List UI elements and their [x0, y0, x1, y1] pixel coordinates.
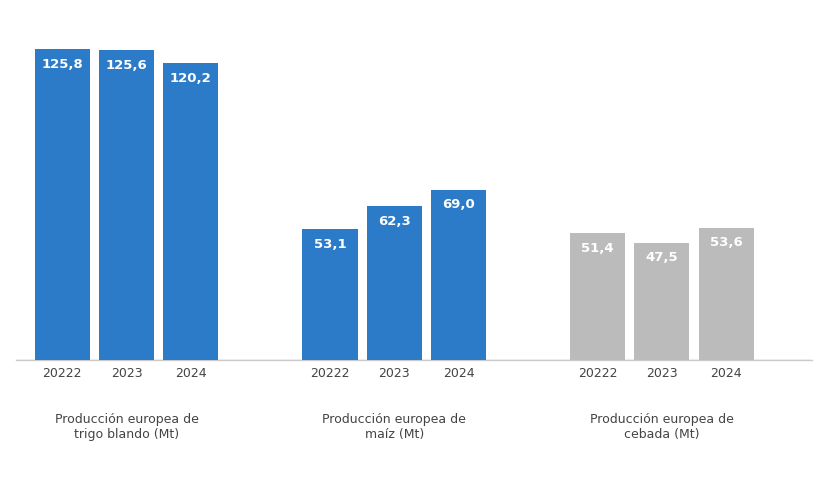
- Text: 125,8: 125,8: [42, 58, 83, 71]
- Text: 53,1: 53,1: [314, 238, 346, 251]
- Bar: [698, 228, 753, 360]
- Bar: [163, 63, 218, 360]
- Text: Producción europea de
maíz (Mt): Producción europea de maíz (Mt): [322, 413, 465, 441]
- Bar: [366, 206, 421, 360]
- Text: 47,5: 47,5: [645, 252, 677, 264]
- Bar: [569, 233, 624, 360]
- Bar: [34, 49, 90, 360]
- Bar: [634, 243, 689, 360]
- Text: 62,3: 62,3: [378, 215, 410, 228]
- Bar: [431, 190, 486, 360]
- Text: 120,2: 120,2: [170, 72, 211, 85]
- Text: Producción europea de
trigo blando (Mt): Producción europea de trigo blando (Mt): [55, 413, 198, 441]
- Text: Producción europea de
cebada (Mt): Producción europea de cebada (Mt): [589, 413, 733, 441]
- Bar: [302, 229, 357, 360]
- Text: 69,0: 69,0: [441, 198, 474, 211]
- Text: 125,6: 125,6: [106, 59, 147, 72]
- Text: 51,4: 51,4: [581, 242, 613, 255]
- Bar: [99, 50, 154, 360]
- Text: 53,6: 53,6: [709, 236, 742, 249]
